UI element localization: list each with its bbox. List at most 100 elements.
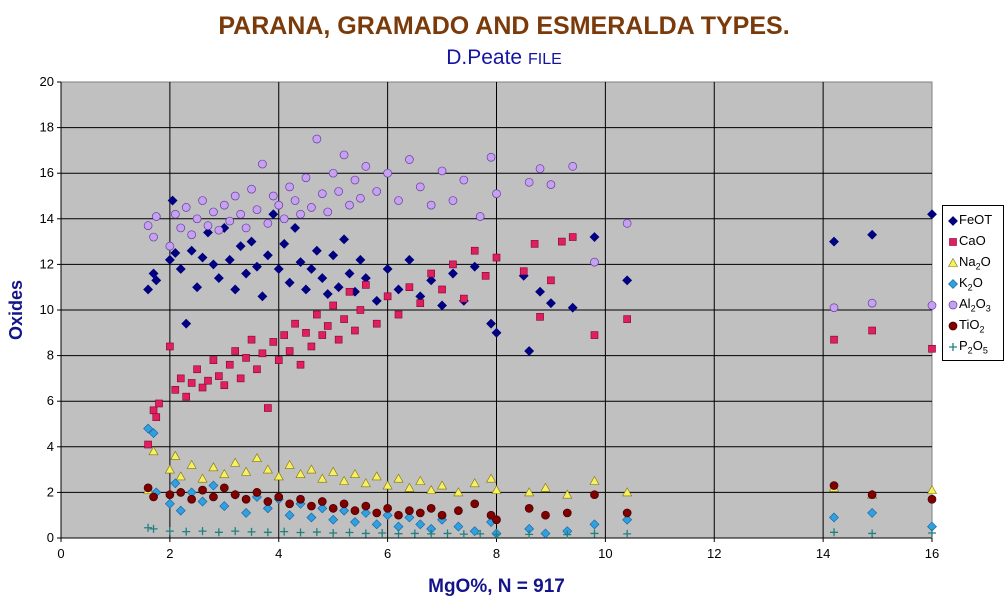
data-point-cao bbox=[171, 385, 180, 394]
series-na2o bbox=[143, 446, 938, 499]
data-point-al2o3 bbox=[356, 193, 365, 203]
data-point-al2o3 bbox=[492, 189, 501, 199]
data-point-na2o bbox=[170, 450, 181, 460]
data-point-al2o3 bbox=[230, 191, 240, 201]
data-point-al2o3 bbox=[405, 155, 414, 164]
data-point-tio2 bbox=[405, 506, 414, 515]
data-point-tio2 bbox=[562, 508, 572, 518]
data-point-k2o bbox=[404, 512, 415, 523]
y-tick-label: 20 bbox=[40, 74, 54, 89]
data-point-feot bbox=[241, 268, 252, 279]
data-point-al2o3 bbox=[258, 159, 267, 169]
data-point-al2o3 bbox=[176, 223, 186, 233]
data-point-al2o3 bbox=[209, 207, 218, 217]
data-point-k2o bbox=[148, 428, 159, 439]
data-point-al2o3 bbox=[236, 209, 245, 219]
legend-label: Na2O bbox=[959, 254, 991, 272]
data-point-al2o3 bbox=[590, 257, 599, 267]
data-point-tio2 bbox=[927, 494, 937, 504]
data-point-feot bbox=[535, 286, 545, 297]
data-point-na2o bbox=[393, 473, 404, 483]
data-point-k2o bbox=[219, 501, 230, 512]
data-point-cao bbox=[247, 335, 256, 344]
x-tick-label: 8 bbox=[493, 546, 500, 561]
legend-label: K2O bbox=[959, 275, 983, 293]
chart-title: PARANA, GRAMADO AND ESMERALDA TYPES. bbox=[218, 12, 790, 40]
data-point-cao bbox=[220, 381, 229, 390]
data-point-p2o5 bbox=[443, 529, 452, 538]
data-point-cao bbox=[152, 413, 161, 421]
legend-marker-shape bbox=[948, 321, 958, 330]
data-point-tio2 bbox=[339, 499, 349, 509]
data-point-tio2 bbox=[241, 494, 251, 504]
data-point-cao bbox=[547, 276, 555, 285]
data-point-cao bbox=[204, 376, 212, 385]
data-point-p2o5 bbox=[563, 530, 572, 539]
data-point-k2o bbox=[371, 519, 382, 530]
data-point-feot bbox=[491, 327, 502, 338]
data-point-cao bbox=[296, 360, 305, 369]
data-point-na2o bbox=[295, 469, 306, 478]
data-point-al2o3 bbox=[345, 200, 354, 210]
data-point-tio2 bbox=[470, 499, 480, 509]
data-point-cao bbox=[492, 253, 501, 262]
x-tick-label: 12 bbox=[707, 546, 721, 561]
data-point-feot bbox=[622, 275, 633, 286]
subtitle-small: FILE bbox=[527, 51, 562, 68]
data-point-al2o3 bbox=[301, 173, 311, 183]
data-point-tio2 bbox=[492, 515, 501, 525]
legend-label: FeOT bbox=[959, 212, 993, 227]
data-point-tio2 bbox=[372, 508, 382, 518]
data-point-al2o3 bbox=[241, 223, 251, 233]
data-point-al2o3 bbox=[149, 232, 158, 242]
data-point-cao bbox=[558, 237, 566, 246]
data-point-cao bbox=[182, 392, 191, 401]
data-point-al2o3 bbox=[225, 216, 235, 226]
data-point-na2o bbox=[164, 464, 175, 474]
data-point-tio2 bbox=[590, 490, 599, 500]
data-point-al2o3 bbox=[165, 241, 175, 251]
x-tick-label: 10 bbox=[598, 546, 612, 561]
legend-item-p2o5: P2O5 bbox=[947, 336, 988, 356]
data-point-feot bbox=[192, 282, 203, 293]
data-point-feot bbox=[382, 264, 393, 274]
data-point-cao bbox=[460, 294, 468, 303]
data-point-na2o bbox=[360, 478, 371, 488]
data-point-na2o bbox=[469, 478, 480, 488]
data-point-cao bbox=[176, 374, 185, 383]
data-point-tio2 bbox=[285, 499, 294, 509]
data-point-feot bbox=[252, 261, 262, 272]
data-point-feot bbox=[246, 236, 257, 247]
data-point-feot bbox=[224, 254, 235, 265]
data-point-al2o3 bbox=[312, 134, 322, 144]
data-point-p2o5 bbox=[263, 528, 272, 537]
data-point-cao bbox=[394, 310, 403, 319]
legend-item-tio2: TiO2 bbox=[947, 315, 984, 335]
data-point-al2o3 bbox=[361, 162, 371, 171]
data-point-k2o bbox=[241, 507, 252, 518]
data-point-al2o3 bbox=[170, 209, 180, 219]
data-point-tio2 bbox=[829, 481, 839, 490]
data-point-p2o5 bbox=[868, 529, 877, 538]
y-tick-label: 14 bbox=[40, 211, 54, 226]
data-point-al2o3 bbox=[568, 162, 578, 171]
data-point-feot bbox=[589, 232, 600, 242]
series-p2o5 bbox=[144, 523, 936, 539]
data-point-k2o bbox=[317, 503, 328, 514]
data-point-feot bbox=[317, 273, 328, 284]
data-point-feot bbox=[328, 250, 339, 261]
data-point-cao bbox=[351, 326, 359, 335]
data-point-p2o5 bbox=[198, 527, 207, 536]
data-point-cao bbox=[253, 365, 261, 374]
data-point-cao bbox=[231, 347, 239, 355]
data-point-p2o5 bbox=[312, 528, 321, 537]
data-point-cao bbox=[318, 331, 327, 339]
data-point-al2o3 bbox=[219, 200, 229, 210]
data-point-k2o bbox=[360, 507, 371, 518]
data-point-na2o bbox=[284, 459, 295, 469]
chart-subtitle: D.Peate FILE bbox=[0, 46, 1008, 70]
data-point-cao bbox=[307, 342, 316, 351]
y-tick-label: 12 bbox=[40, 256, 54, 271]
data-point-tio2 bbox=[361, 501, 371, 511]
data-point-cao bbox=[280, 331, 288, 339]
